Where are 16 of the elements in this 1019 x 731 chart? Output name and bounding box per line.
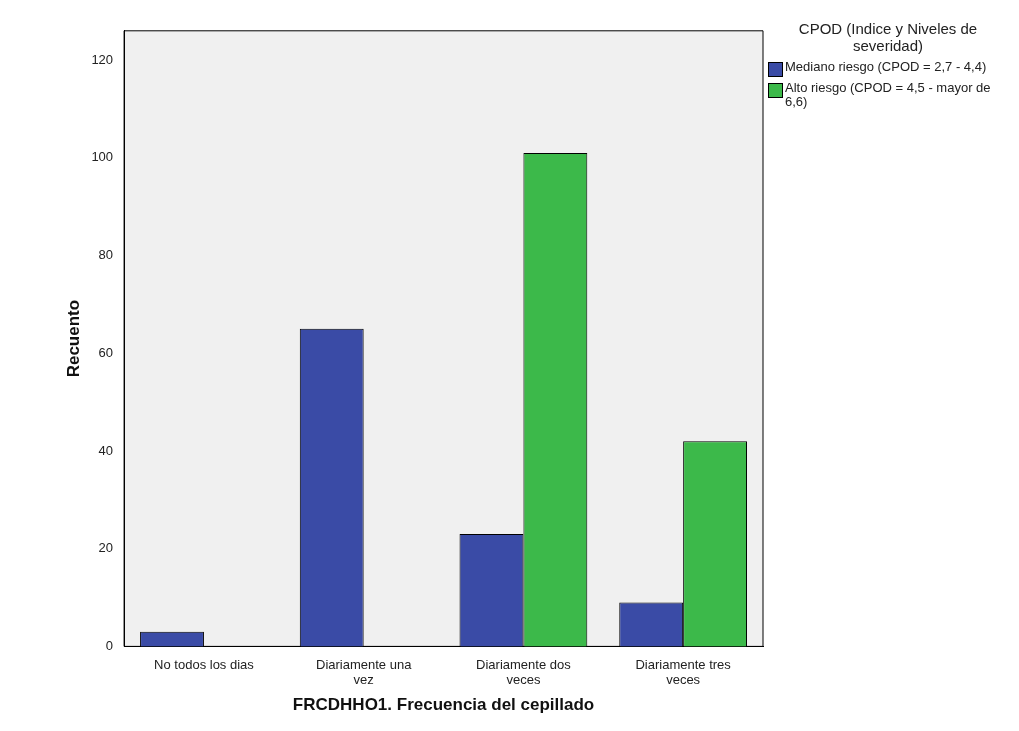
legend-label: Alto riesgo (CPOD = 4,5 - mayor de 6,6) bbox=[785, 80, 992, 109]
y-tick-label: 120 bbox=[91, 51, 114, 67]
y-tick-label: 100 bbox=[91, 149, 114, 165]
legend-label: Mediano riesgo (CPOD = 2,7 - 4,4) bbox=[785, 59, 987, 74]
x-axis-title: FRCDHHO1. Frecuencia del cepillado bbox=[292, 695, 595, 715]
y-axis-title: Recuento bbox=[63, 299, 83, 378]
x-tick-label: Diariamente tres veces bbox=[635, 656, 732, 688]
y-tick-label: 60 bbox=[98, 344, 114, 360]
x-tick-label: Diariamente una vez bbox=[315, 656, 413, 688]
legend-title: CPOD (Indice y Niveles de severidad) bbox=[797, 20, 979, 54]
y-tick-label: 80 bbox=[98, 247, 114, 263]
y-tick-label: 20 bbox=[98, 540, 114, 556]
y-tick-label: 40 bbox=[98, 442, 114, 458]
x-tick-label: Diariamente dos veces bbox=[476, 656, 572, 688]
x-tick-label: No todos los dias bbox=[154, 656, 255, 672]
y-tick-label: 0 bbox=[105, 637, 114, 653]
